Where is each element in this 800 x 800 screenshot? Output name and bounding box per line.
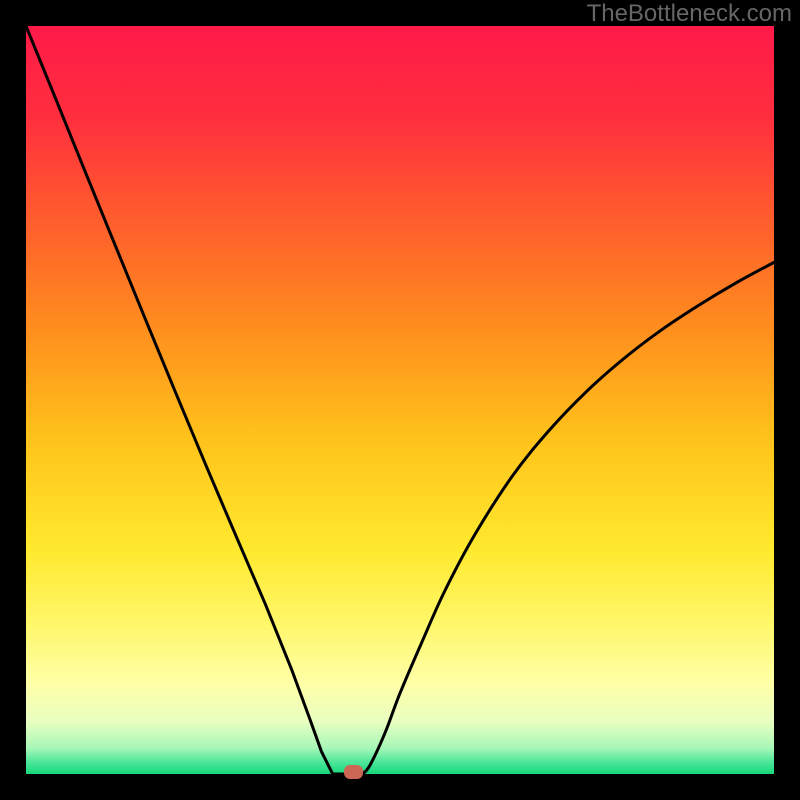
watermark-text: TheBottleneck.com — [587, 0, 792, 28]
chart-frame: TheBottleneck.com — [0, 0, 800, 800]
plot-area — [26, 26, 774, 774]
curve-layer — [26, 26, 774, 774]
min-marker — [344, 765, 363, 778]
bottleneck-curve — [26, 26, 774, 774]
